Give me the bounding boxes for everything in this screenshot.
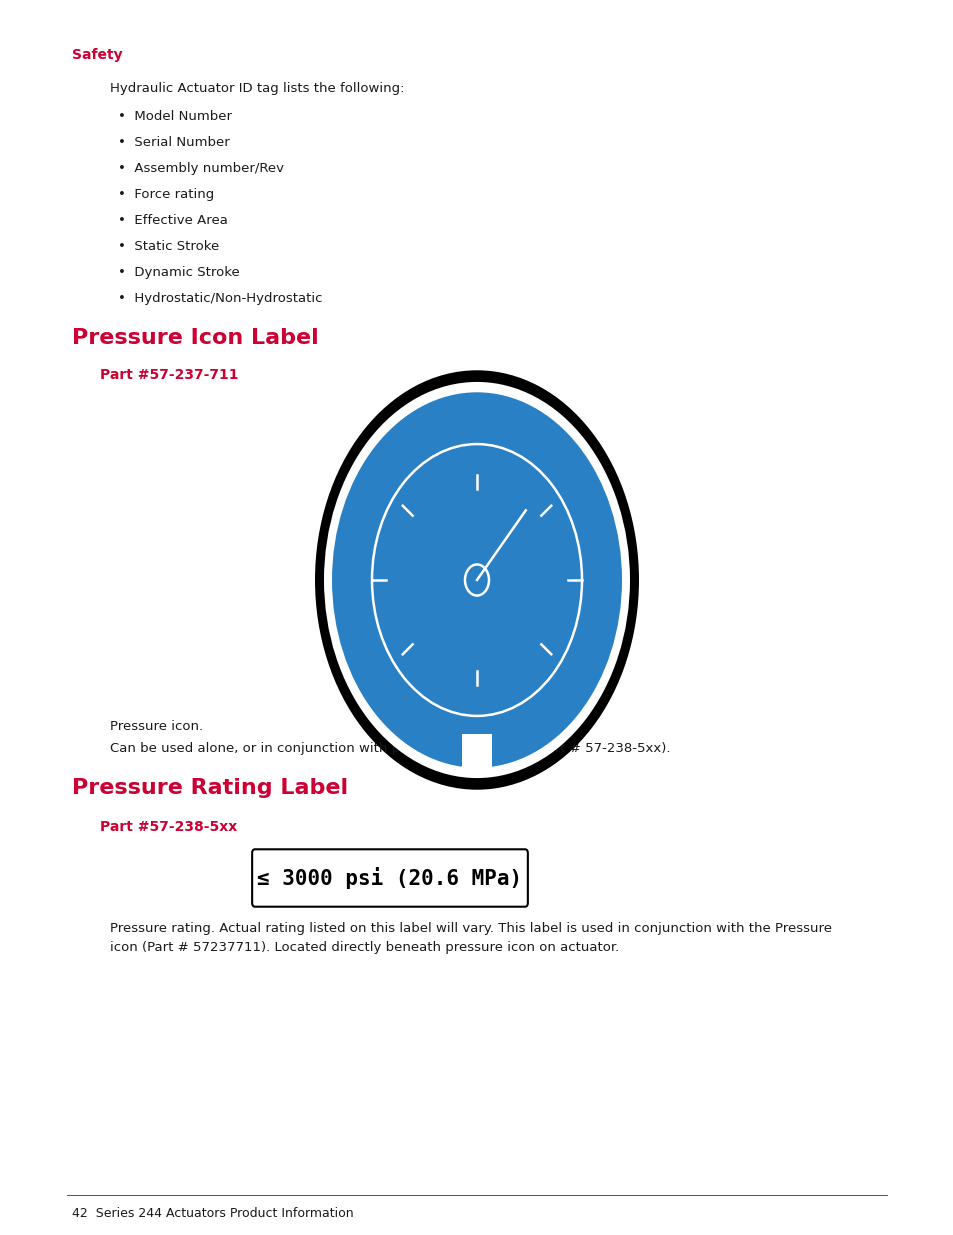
Text: Pressure rating. Actual rating listed on this label will vary. This label is use: Pressure rating. Actual rating listed on… [110, 923, 831, 953]
Circle shape [324, 382, 629, 778]
Text: •  Hydrostatic/Non-Hydrostatic: • Hydrostatic/Non-Hydrostatic [118, 291, 322, 305]
Text: ≤ 3000 psi (20.6 MPa): ≤ 3000 psi (20.6 MPa) [257, 867, 522, 889]
Text: •  Dynamic Stroke: • Dynamic Stroke [118, 266, 239, 279]
Text: •  Serial Number: • Serial Number [118, 136, 230, 149]
Text: Can be used alone, or in conjunction with pressure rating label (Part # 57-238-5: Can be used alone, or in conjunction wit… [110, 742, 670, 755]
Text: •  Model Number: • Model Number [118, 110, 232, 124]
Text: •  Assembly number/Rev: • Assembly number/Rev [118, 162, 284, 175]
Circle shape [314, 370, 639, 789]
Text: Hydraulic Actuator ID tag lists the following:: Hydraulic Actuator ID tag lists the foll… [110, 82, 404, 95]
Circle shape [332, 393, 621, 768]
Text: Pressure Rating Label: Pressure Rating Label [71, 778, 348, 798]
Text: •  Force rating: • Force rating [118, 188, 214, 201]
Text: •  Effective Area: • Effective Area [118, 214, 228, 227]
FancyBboxPatch shape [252, 850, 527, 906]
Bar [461, 734, 492, 769]
Text: 42  Series 244 Actuators Product Information: 42 Series 244 Actuators Product Informat… [71, 1207, 354, 1220]
Text: •  Static Stroke: • Static Stroke [118, 240, 219, 253]
Text: Part #57-237-711: Part #57-237-711 [100, 368, 238, 382]
Text: Safety: Safety [71, 48, 123, 62]
Text: Pressure Icon Label: Pressure Icon Label [71, 329, 318, 348]
Text: Pressure icon.: Pressure icon. [110, 720, 203, 734]
Text: Part #57-238-5xx: Part #57-238-5xx [100, 820, 237, 834]
